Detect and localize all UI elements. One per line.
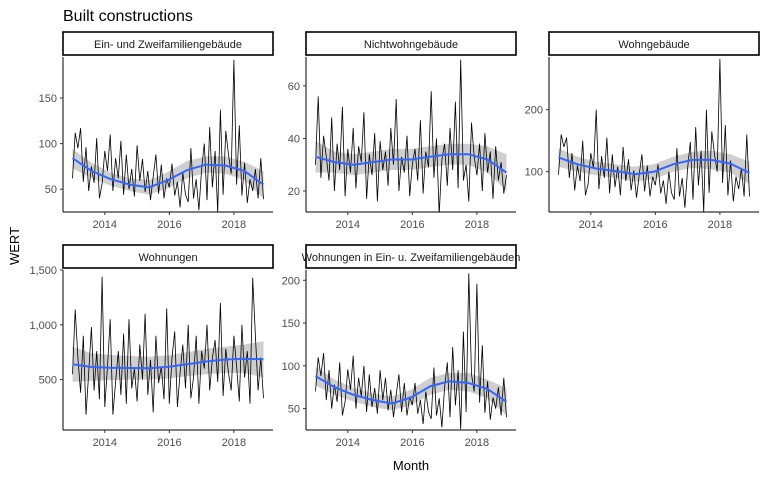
y-tick-label: 40 (288, 133, 300, 145)
x-tick-label: 2016 (400, 219, 424, 231)
facet-panel: Wohngebäude 100 200 2014 2016 2018 (525, 31, 760, 231)
y-tick-label: 100 (282, 361, 300, 373)
x-tick-label: 2014 (579, 219, 603, 231)
y-tick-label: 200 (282, 275, 300, 287)
facet-panels: Ein- und Zweifamiliengebäude 50 100 150 2014… (29, 31, 760, 449)
facet-strip-label: Ein- und Zweifamiliengebäude (94, 39, 242, 51)
x-tick-label: 2014 (93, 437, 117, 449)
facet-strip-label: Wohnungen (138, 252, 197, 264)
y-tick-label: 100 (39, 139, 57, 151)
x-tick-label: 2014 (336, 219, 360, 231)
facet-panel: Wohnungen in Ein- u. Zweifamiliengebäude… (282, 244, 521, 449)
series-line (315, 273, 507, 430)
x-tick-label: 2016 (643, 219, 667, 231)
facet-strip-label: Nichtwohngebäude (364, 39, 458, 51)
y-tick-label: 200 (525, 105, 543, 117)
y-tick-label: 100 (525, 167, 543, 179)
x-tick-label: 2016 (400, 437, 424, 449)
chart-title: Built constructions (63, 8, 193, 25)
x-tick-label: 2018 (708, 219, 732, 231)
facet-panel: Wohnungen 500 1,000 1,500 2014 2016 2018 (29, 244, 274, 449)
y-tick-label: 500 (39, 375, 57, 387)
y-tick-label: 60 (288, 81, 300, 93)
x-tick-label: 2014 (336, 437, 360, 449)
facet-strip (305, 244, 517, 269)
x-tick-label: 2018 (222, 437, 246, 449)
series-line (72, 59, 264, 212)
x-tick-label: 2018 (465, 219, 489, 231)
y-tick-label: 50 (288, 404, 300, 416)
series-line (72, 276, 264, 415)
facet-strip-label: Wohngebäude (618, 39, 689, 51)
facet-strip-label: Wohnungen in Ein- u. Zweifamiliengebäude… (302, 252, 521, 264)
smooth-line (558, 156, 750, 176)
smooth-line (71, 157, 265, 189)
x-tick-label: 2018 (465, 437, 489, 449)
y-tick-label: 150 (282, 318, 300, 330)
smooth-line (314, 375, 508, 405)
smooth-line (315, 153, 508, 174)
x-tick-label: 2018 (222, 219, 246, 231)
series-line (315, 59, 507, 212)
facet-panel: Nichtwohngebäude 20 40 60 2014 2016 2018 (288, 31, 517, 231)
series-line (558, 58, 750, 212)
smooth-line (72, 357, 264, 370)
y-axis-title: WERT (7, 227, 22, 265)
facet-strip (62, 244, 274, 269)
x-tick-label: 2016 (157, 437, 181, 449)
x-axis-title: Month (393, 458, 429, 473)
y-tick-label: 20 (288, 186, 300, 198)
y-tick-label: 150 (39, 93, 57, 105)
x-tick-label: 2016 (157, 219, 181, 231)
facet-panel: Ein- und Zweifamiliengebäude 50 100 150 2014… (39, 31, 274, 231)
y-tick-label: 1,500 (29, 265, 57, 277)
facet-strip (548, 31, 760, 56)
facet-strip (305, 31, 517, 56)
y-tick-label: 50 (45, 184, 57, 196)
x-tick-label: 2014 (93, 219, 117, 231)
y-tick-label: 1,000 (29, 320, 57, 332)
facet-strip (62, 31, 274, 56)
